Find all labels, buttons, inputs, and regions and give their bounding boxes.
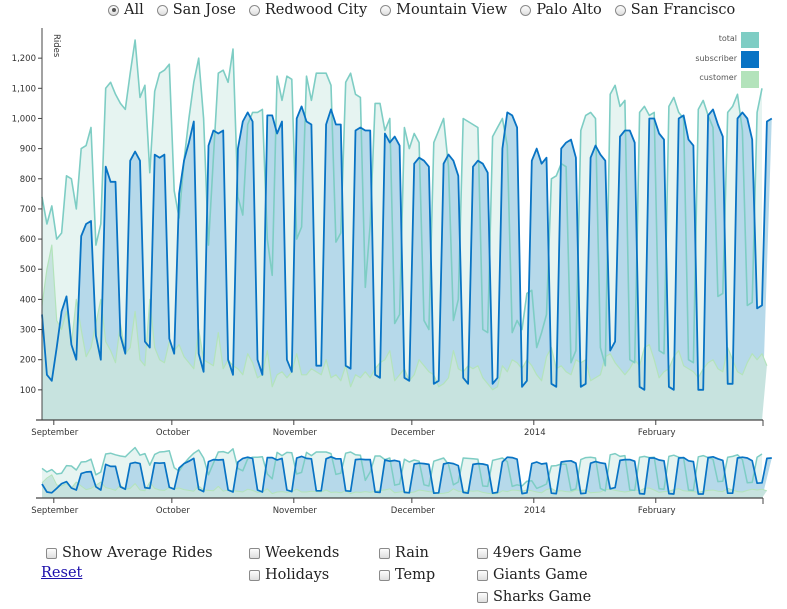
holidays-label: Holidays [265, 567, 330, 583]
weekends-checkbox[interactable]: Weekends [249, 545, 339, 561]
holidays-checkbox[interactable]: Holidays [249, 567, 329, 583]
legend-label-total: total [719, 34, 737, 43]
radio-san-jose-indicator[interactable] [156, 4, 168, 16]
legend-swatch-total [741, 32, 759, 48]
y-tick-label: 900 [20, 145, 36, 155]
radio-san-francisco-label: San Francisco [630, 2, 736, 18]
reset-link[interactable]: Reset [41, 565, 83, 581]
y-axis: Rides 100 200 300 400 500 600 700 800 900 1,000 1,… [12, 28, 61, 420]
y-tick-label: 1,000 [12, 114, 36, 124]
giants-game-checkbox[interactable]: Giants Game [477, 567, 588, 583]
radio-palo-alto-indicator[interactable] [520, 4, 532, 16]
niners-game-checkbox[interactable]: 49ers Game [477, 545, 582, 561]
y-axis-label: Rides [51, 34, 61, 58]
y-tick-label: 700 [20, 205, 36, 215]
y-tick-label: 1,200 [12, 54, 36, 64]
context-area-layers [42, 447, 772, 498]
rides-focus-chart: Rides 100 200 300 400 500 600 700 800 900 1,000 1,… [12, 28, 773, 438]
radio-san-jose[interactable]: San Jose [156, 2, 236, 18]
x-tick-label: 2014 [524, 428, 546, 438]
radio-mountain-view-label: Mountain View [396, 2, 508, 18]
radio-redwood-city-label: Redwood City [264, 2, 368, 18]
radio-all-label: All [124, 2, 144, 18]
radio-san-francisco[interactable]: San Francisco [614, 2, 736, 18]
niners-game-label: 49ers Game [493, 545, 582, 561]
region-filter: All San Jose Redwood City Mountain View … [108, 0, 748, 20]
legend-swatch-subscriber [741, 51, 759, 68]
rain-label: Rain [395, 545, 429, 561]
x-tick-label: December [391, 428, 436, 438]
weekends-label: Weekends [265, 545, 340, 561]
controls-panel: Show Average Rides Reset Weekends Holida… [0, 540, 787, 609]
series-lines [41, 39, 773, 391]
niners-game-box[interactable] [477, 547, 488, 559]
y-tick-label: 1,100 [12, 84, 36, 94]
x-tick-label: February [638, 428, 676, 438]
radio-san-jose-label: San Jose [172, 2, 236, 18]
context-x-axis: September October November December 2014 Febr… [31, 497, 764, 516]
rain-checkbox[interactable]: Rain [379, 545, 429, 561]
legend: total subscriber customer [695, 32, 759, 88]
context-series-lines [41, 446, 772, 495]
legend-swatch-customer [741, 71, 759, 88]
show-average-label: Show Average Rides [62, 545, 213, 561]
radio-redwood-city-indicator[interactable] [248, 4, 260, 16]
legend-label-subscriber: subscriber [695, 54, 737, 63]
context-x-tick-label: February [638, 506, 676, 516]
temp-checkbox[interactable]: Temp [379, 567, 435, 583]
temp-label: Temp [395, 567, 436, 583]
x-tick-label: October [156, 428, 191, 438]
radio-san-francisco-indicator[interactable] [614, 4, 626, 16]
x-tick-label: November [273, 428, 318, 438]
radio-redwood-city[interactable]: Redwood City [248, 2, 368, 18]
context-x-tick-label: September [31, 506, 78, 516]
legend-label-customer: customer [699, 73, 737, 82]
radio-all[interactable]: All [108, 2, 144, 18]
subscriber-line [41, 105, 773, 391]
subscriber-area [42, 106, 772, 421]
giants-game-box[interactable] [477, 569, 488, 581]
y-tick-label: 800 [20, 175, 36, 185]
sharks-game-box[interactable] [477, 591, 488, 603]
area-layers [42, 40, 772, 421]
holidays-box[interactable] [249, 569, 260, 581]
y-tick-label: 500 [20, 265, 36, 275]
x-tick-label: September [31, 428, 78, 438]
context-x-tick-label: October [156, 506, 191, 516]
weekends-box[interactable] [249, 547, 260, 559]
context-subscriber-area [42, 456, 772, 498]
sharks-game-checkbox[interactable]: Sharks Game [477, 589, 591, 605]
context-x-tick-label: December [391, 506, 436, 516]
y-tick-label: 400 [20, 295, 36, 305]
context-x-tick-label: 2014 [524, 506, 546, 516]
show-average-box[interactable] [46, 547, 57, 559]
x-axis: September October November December 2014 Febr… [31, 419, 764, 438]
context-subscriber-line [41, 455, 772, 495]
radio-palo-alto-label: Palo Alto [536, 2, 602, 18]
radio-palo-alto[interactable]: Palo Alto [520, 2, 602, 18]
rain-box[interactable] [379, 547, 390, 559]
y-tick-label: 300 [20, 326, 36, 336]
radio-mountain-view-indicator[interactable] [380, 4, 392, 16]
y-tick-label: 200 [20, 356, 36, 366]
y-tick-label: 100 [20, 386, 36, 396]
giants-game-label: Giants Game [493, 567, 588, 583]
radio-mountain-view[interactable]: Mountain View [380, 2, 507, 18]
radio-all-indicator[interactable] [108, 4, 119, 16]
rides-context-chart[interactable]: September October November December 2014 Febr… [0, 446, 787, 526]
temp-box[interactable] [379, 569, 390, 581]
show-average-checkbox[interactable]: Show Average Rides [46, 545, 213, 561]
sharks-game-label: Sharks Game [493, 589, 592, 605]
context-x-tick-label: November [273, 506, 318, 516]
y-tick-label: 600 [20, 235, 36, 245]
